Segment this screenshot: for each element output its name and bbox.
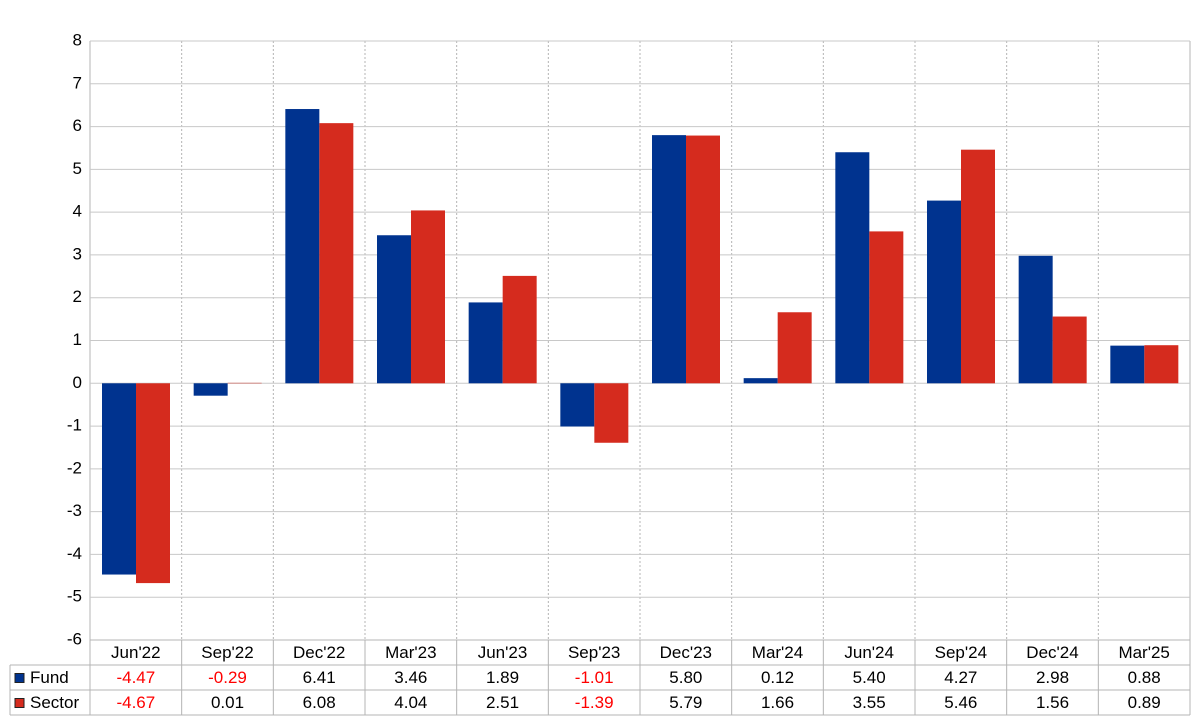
x-tick-label: Jun'24 bbox=[844, 643, 894, 662]
bar bbox=[411, 210, 445, 384]
x-tick-label: Dec'24 bbox=[1026, 643, 1078, 662]
table-value: -1.01 bbox=[575, 668, 614, 687]
x-tick-label: Mar'23 bbox=[385, 643, 436, 662]
bar bbox=[285, 109, 320, 384]
x-tick-label: Sep'24 bbox=[935, 643, 987, 662]
y-tick-label: -5 bbox=[67, 587, 82, 606]
table-value: 4.27 bbox=[944, 668, 977, 687]
x-tick-label: Sep'23 bbox=[568, 643, 620, 662]
bar bbox=[136, 383, 170, 584]
bar bbox=[652, 135, 686, 384]
bar bbox=[319, 123, 354, 384]
y-tick-label: 3 bbox=[73, 244, 82, 263]
y-tick-label: -6 bbox=[67, 629, 82, 648]
y-tick-label: 5 bbox=[73, 159, 82, 178]
x-tick-label: Dec'23 bbox=[660, 643, 712, 662]
table-value: -1.39 bbox=[575, 693, 614, 712]
y-tick-label: 4 bbox=[73, 202, 82, 221]
bar bbox=[1052, 316, 1087, 384]
table-value: -0.29 bbox=[208, 668, 247, 687]
bar bbox=[193, 383, 228, 396]
x-tick-label: Mar'25 bbox=[1118, 643, 1169, 662]
table-value: 6.41 bbox=[303, 668, 336, 687]
bar bbox=[835, 152, 870, 384]
bar bbox=[1144, 345, 1179, 384]
legend-label: Fund bbox=[30, 668, 69, 687]
bar bbox=[961, 149, 995, 384]
y-tick-label: 0 bbox=[73, 373, 82, 392]
y-tick-label: -3 bbox=[67, 501, 82, 520]
y-tick-label: 1 bbox=[73, 330, 82, 349]
table-value: 0.89 bbox=[1128, 693, 1161, 712]
table-value: 1.66 bbox=[761, 693, 794, 712]
bar bbox=[102, 383, 136, 575]
table-value: 3.46 bbox=[394, 668, 427, 687]
bar bbox=[686, 135, 720, 384]
table-value: 4.04 bbox=[394, 693, 427, 712]
y-tick-label: 6 bbox=[73, 116, 82, 135]
table-value: 1.89 bbox=[486, 668, 519, 687]
bar bbox=[743, 378, 778, 384]
table-value: 1.56 bbox=[1036, 693, 1069, 712]
y-tick-label: 7 bbox=[73, 73, 82, 92]
y-tick-label: -2 bbox=[67, 458, 82, 477]
y-tick-label: -1 bbox=[67, 416, 82, 435]
x-tick-label: Sep'22 bbox=[201, 643, 253, 662]
bar bbox=[869, 231, 904, 384]
bar bbox=[560, 383, 595, 427]
bar bbox=[1018, 255, 1053, 384]
table-value: 5.46 bbox=[944, 693, 977, 712]
legend-swatch bbox=[14, 673, 25, 683]
bar bbox=[468, 302, 503, 384]
legend-swatch bbox=[14, 698, 25, 708]
table-value: 5.40 bbox=[853, 668, 886, 687]
y-tick-label: -4 bbox=[67, 544, 82, 563]
y-tick-label: 2 bbox=[73, 287, 82, 306]
legend-label: Sector bbox=[30, 693, 79, 712]
x-tick-label: Jun'23 bbox=[478, 643, 528, 662]
table-value: 2.51 bbox=[486, 693, 519, 712]
table-value: 0.88 bbox=[1128, 668, 1161, 687]
bar bbox=[927, 200, 961, 384]
table-value: 5.80 bbox=[669, 668, 702, 687]
bar bbox=[377, 235, 411, 384]
table-value: 0.01 bbox=[211, 693, 244, 712]
bar bbox=[502, 275, 537, 384]
x-tick-label: Jun'22 bbox=[111, 643, 161, 662]
bar bbox=[777, 312, 812, 384]
table-value: -4.47 bbox=[116, 668, 155, 687]
table-value: 5.79 bbox=[669, 693, 702, 712]
table-value: 3.55 bbox=[853, 693, 886, 712]
table-value: 0.12 bbox=[761, 668, 794, 687]
bar bbox=[594, 383, 629, 443]
table-value: 6.08 bbox=[303, 693, 336, 712]
table-value: 2.98 bbox=[1036, 668, 1069, 687]
x-tick-label: Mar'24 bbox=[752, 643, 803, 662]
table-value: -4.67 bbox=[116, 693, 155, 712]
y-tick-label: 8 bbox=[73, 30, 82, 49]
x-tick-label: Dec'22 bbox=[293, 643, 345, 662]
bar bbox=[1110, 345, 1145, 384]
